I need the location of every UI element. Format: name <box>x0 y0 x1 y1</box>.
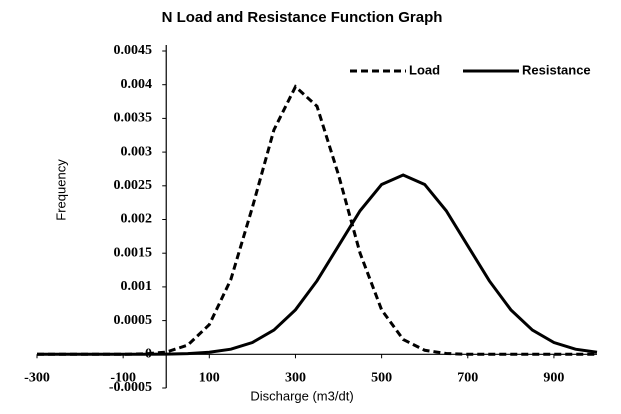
y-tick-label: 0.0035 <box>114 111 153 126</box>
x-tick-label: -300 <box>24 371 50 386</box>
y-tick-label: 0.001 <box>121 279 153 294</box>
y-axis-title: Frequency <box>53 159 68 221</box>
x-tick-label: 100 <box>199 371 220 386</box>
x-axis-title: Discharge (m3/dt) <box>250 388 353 403</box>
x-tick-label: 700 <box>457 371 478 386</box>
x-tick-label: -100 <box>110 371 136 386</box>
legend-label: Load <box>409 62 440 77</box>
y-tick-label: 0.0045 <box>114 43 153 58</box>
y-tick-label: 0.002 <box>121 212 153 227</box>
y-tick-label: 0.0015 <box>114 245 153 260</box>
y-tick-label: 0.003 <box>121 144 153 159</box>
y-tick-label: 0.0005 <box>114 313 153 328</box>
y-tick-label: 0.0025 <box>114 178 153 193</box>
chart-title: N Load and Resistance Function Graph <box>162 9 443 26</box>
legend-label: Resistance <box>522 62 591 77</box>
y-tick-label: -0.0005 <box>109 380 152 395</box>
x-tick-label: 300 <box>285 371 306 386</box>
series-line <box>37 173 598 356</box>
y-tick-label: 0.004 <box>121 77 153 92</box>
x-tick-label: 500 <box>371 371 392 386</box>
x-tick-label: 900 <box>543 371 564 386</box>
